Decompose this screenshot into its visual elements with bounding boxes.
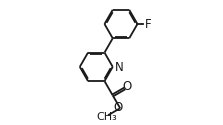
Text: N: N bbox=[115, 61, 124, 74]
Text: CH₃: CH₃ bbox=[97, 112, 118, 122]
Text: F: F bbox=[145, 18, 152, 30]
Text: O: O bbox=[113, 101, 122, 114]
Text: O: O bbox=[123, 80, 132, 93]
